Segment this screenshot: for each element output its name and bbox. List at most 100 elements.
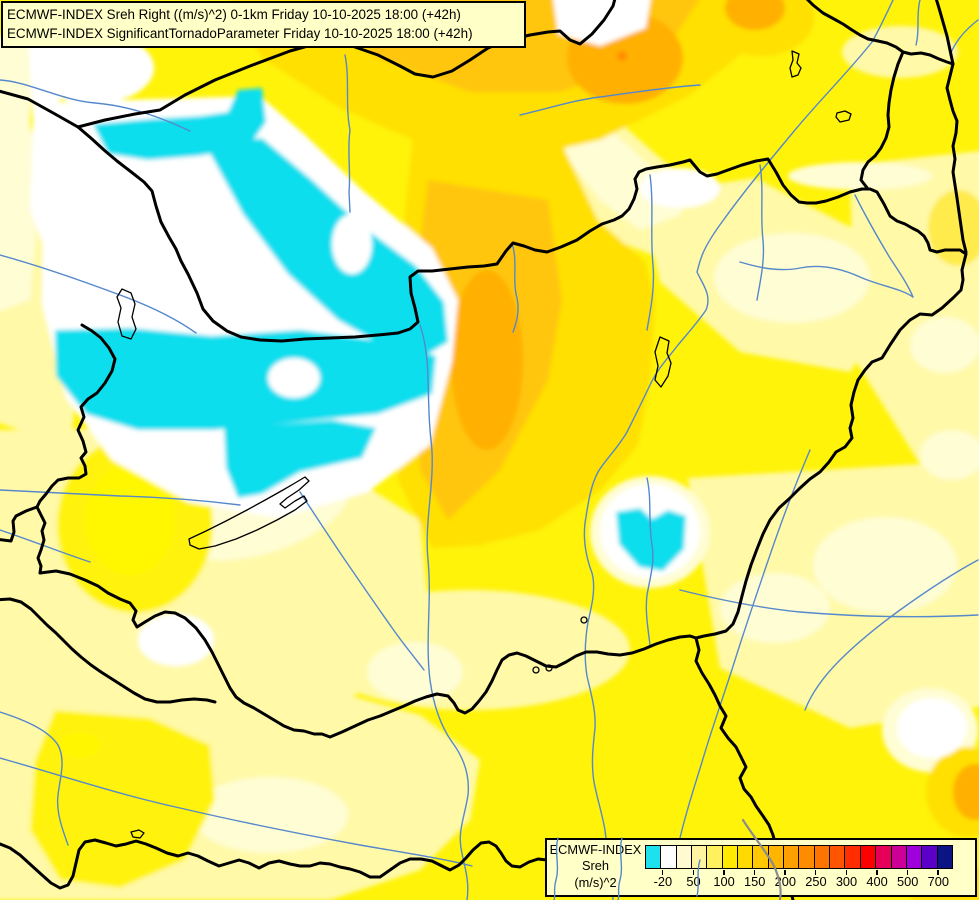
river bbox=[299, 491, 425, 671]
river bbox=[646, 174, 655, 331]
river bbox=[519, 84, 701, 116]
legend-titles: ECMWF-INDEX Sreh (m/s)^2 bbox=[547, 842, 644, 891]
lake-outline bbox=[130, 829, 145, 839]
river bbox=[0, 711, 69, 846]
river bbox=[915, 0, 921, 46]
legend-color-cell-7 bbox=[752, 846, 768, 868]
legend-tick bbox=[906, 870, 909, 875]
legend-tick-label: -20 bbox=[653, 874, 673, 889]
legend-color-cell-0 bbox=[646, 846, 661, 868]
river bbox=[756, 164, 765, 301]
border-hungary-south bbox=[38, 569, 698, 739]
lake-outline bbox=[835, 110, 852, 123]
border-slovakia-ukraine bbox=[805, 0, 955, 66]
border-hungary-east bbox=[694, 288, 963, 640]
border-segment bbox=[0, 89, 80, 129]
legend-tick-label: 50 bbox=[686, 874, 701, 889]
cream-region bbox=[788, 162, 932, 190]
legend-units-label: (m/s)^2 bbox=[574, 874, 617, 890]
deep-orange-spot bbox=[617, 51, 627, 61]
river bbox=[0, 79, 191, 132]
cream-region bbox=[714, 233, 870, 323]
orange-center bbox=[451, 270, 523, 450]
legend-color-cell-15 bbox=[875, 846, 891, 868]
legend-tick bbox=[937, 870, 939, 875]
cyan-region-band bbox=[55, 328, 436, 430]
cyan-region-south bbox=[224, 420, 376, 498]
map-title-line1: ECMWF-INDEX Sreh Right ((m/s)^2) 0-1km F… bbox=[7, 7, 461, 22]
river-danube bbox=[419, 324, 470, 900]
lake-tisza bbox=[654, 336, 672, 388]
legend-tick bbox=[784, 870, 786, 875]
lake-balaton bbox=[188, 476, 310, 550]
legend-color-cell-5 bbox=[721, 846, 738, 868]
white-region bbox=[897, 698, 967, 758]
river bbox=[0, 254, 197, 334]
border-hungary-north bbox=[76, 125, 968, 343]
legend-tick bbox=[876, 870, 878, 875]
lake-outline bbox=[532, 666, 540, 674]
yellow-sw-core bbox=[85, 465, 175, 575]
cream-region bbox=[813, 517, 957, 613]
legend-source-label: ECMWF-INDEX bbox=[549, 842, 642, 857]
yellow-bottom-core bbox=[60, 733, 100, 757]
legend-tick-label: 700 bbox=[927, 874, 949, 889]
legend-color-cell-8 bbox=[767, 846, 784, 868]
legend-tick-label: 150 bbox=[744, 874, 766, 889]
legend-tick-label: 200 bbox=[774, 874, 796, 889]
lake-outline bbox=[580, 616, 588, 624]
legend-colorbar bbox=[645, 845, 953, 869]
legend-tick bbox=[814, 870, 817, 875]
pale-region bbox=[310, 590, 630, 710]
lake-outline bbox=[789, 50, 802, 78]
border-segment bbox=[76, 0, 617, 129]
border-segment bbox=[859, 50, 905, 191]
legend-color-cell-17 bbox=[905, 846, 922, 868]
legend-color-cell-10 bbox=[798, 846, 814, 868]
border-croatia-bosnia bbox=[0, 838, 549, 890]
river bbox=[871, 0, 894, 43]
river bbox=[804, 559, 979, 711]
legend-tick bbox=[845, 870, 848, 875]
white-hole bbox=[332, 214, 372, 274]
border-hungary-west bbox=[35, 323, 117, 575]
orange-east-edge bbox=[953, 764, 979, 820]
legend-color-cell-13 bbox=[844, 846, 860, 868]
river-drava bbox=[0, 757, 473, 867]
border-segment bbox=[0, 597, 217, 704]
legend-tick-label: 300 bbox=[835, 874, 858, 889]
legend-color-cell-14 bbox=[859, 846, 876, 868]
border-segment bbox=[0, 505, 39, 543]
river bbox=[679, 589, 979, 618]
cyan-region-arm bbox=[93, 88, 266, 160]
cyan-region-main bbox=[206, 138, 448, 354]
white-hole bbox=[155, 182, 239, 298]
map-title-line2: ECMWF-INDEX SignificantTornadoParameter … bbox=[7, 26, 473, 42]
lakes bbox=[116, 50, 852, 839]
border-segment bbox=[945, 62, 968, 254]
legend-color-cell-16 bbox=[890, 846, 906, 868]
river bbox=[511, 242, 519, 333]
white-region bbox=[640, 168, 720, 208]
river bbox=[344, 54, 351, 213]
river bbox=[854, 194, 914, 298]
river bbox=[679, 449, 811, 839]
legend-color-cell-6 bbox=[737, 846, 753, 868]
legend-color-cell-12 bbox=[829, 846, 845, 868]
legend-color-cell-18 bbox=[921, 846, 937, 868]
legend-parameter-label: Sreh bbox=[581, 858, 610, 874]
legend-box: ECMWF-INDEX Sreh (m/s)^2 -20 50 100 150 200 2… bbox=[545, 838, 977, 897]
orange-corner bbox=[725, 0, 785, 30]
river bbox=[0, 529, 91, 563]
cream-region bbox=[0, 35, 38, 312]
legend-color-cell-4 bbox=[706, 846, 722, 868]
legend-color-cell-1 bbox=[660, 846, 676, 868]
river bbox=[645, 477, 654, 646]
legend-tick bbox=[692, 870, 695, 875]
cream-region bbox=[367, 642, 463, 702]
legend-tick-label: 400 bbox=[866, 874, 888, 889]
lake-outline bbox=[545, 664, 553, 672]
